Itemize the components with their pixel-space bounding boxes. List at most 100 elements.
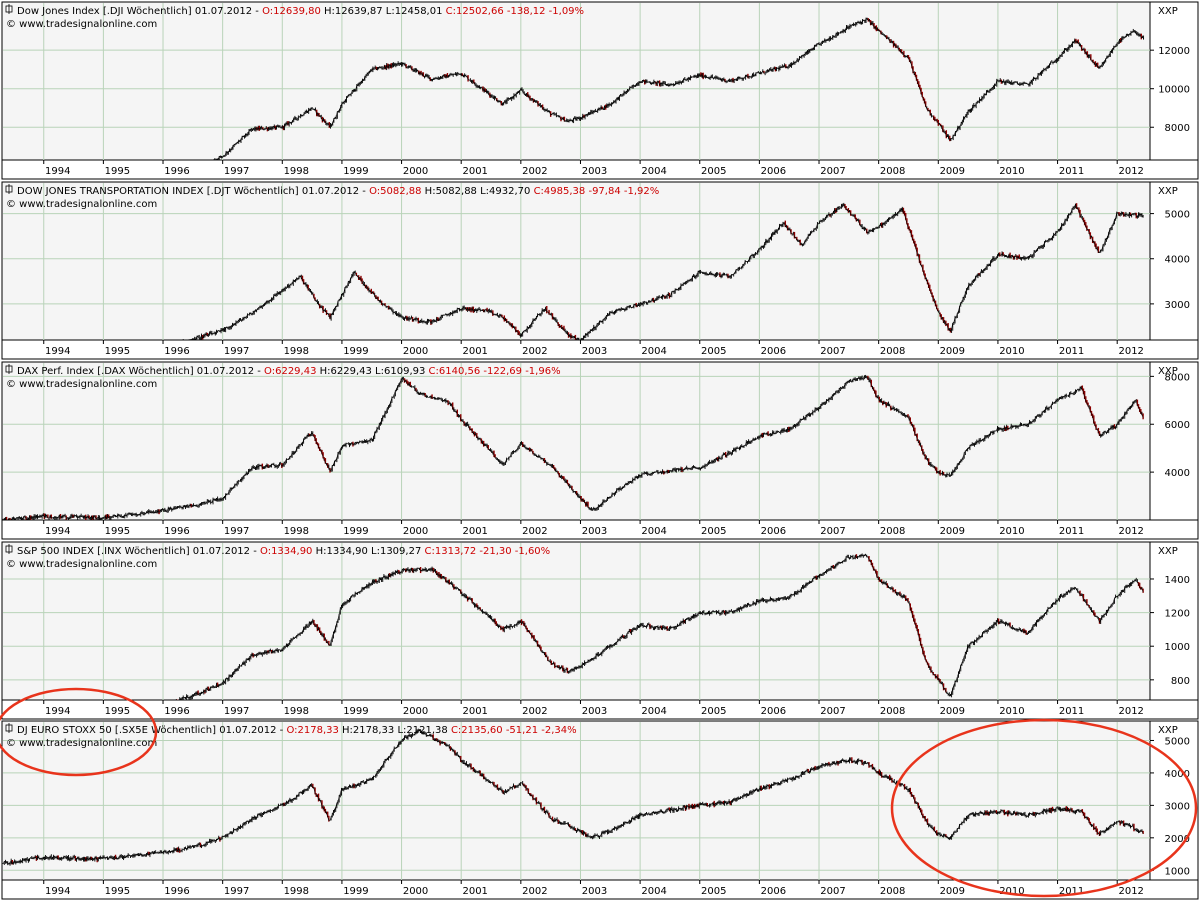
series-name: DAX Perf. Index [.DAX Wöchentlich] 01.07… bbox=[17, 366, 264, 377]
price-series bbox=[175, 553, 1144, 700]
series-name: DJ EURO STOXX 50 [.SX5E Wöchentlich] 01.… bbox=[17, 725, 286, 736]
unit-label: XXP bbox=[1158, 6, 1178, 17]
high-low-values: H:1334,90 L:1309,27 bbox=[312, 546, 424, 557]
series-header: DJ EURO STOXX 50 [.SX5E Wöchentlich] 01.… bbox=[17, 725, 577, 736]
x-tick-label: 1995 bbox=[105, 886, 130, 897]
high-low-values: H:12639,87 L:12458,01 bbox=[321, 6, 446, 17]
x-tick-label: 1997 bbox=[224, 706, 249, 717]
series-name: S&P 500 INDEX [.INX Wöchentlich] 01.07.2… bbox=[17, 546, 260, 557]
x-tick-label: 2000 bbox=[403, 886, 428, 897]
y-tick-label: 8000 bbox=[1165, 123, 1190, 134]
x-tick-label: 2004 bbox=[641, 706, 666, 717]
y-tick-label: 4000 bbox=[1165, 468, 1190, 479]
price-series bbox=[2, 374, 1144, 520]
x-tick-label: 1998 bbox=[284, 346, 309, 357]
y-tick-label: 4000 bbox=[1165, 769, 1190, 780]
x-tick-label: 2003 bbox=[582, 166, 607, 177]
x-tick-label: 2011 bbox=[1059, 706, 1084, 717]
plot-area bbox=[1, 181, 1151, 341]
x-tick-label: 2008 bbox=[880, 886, 905, 897]
x-tick-label: 2001 bbox=[462, 706, 487, 717]
close-change-value: C:6140,56 -122,69 -1,96% bbox=[429, 366, 561, 377]
x-axis-area bbox=[1, 519, 1199, 540]
source-credit: © www.tradesignalonline.com bbox=[6, 559, 157, 570]
annotation-circle-left bbox=[0, 687, 158, 777]
x-tick-label: 2009 bbox=[940, 886, 965, 897]
unit-label: XXP bbox=[1158, 366, 1178, 377]
x-tick-label: 2011 bbox=[1059, 166, 1084, 177]
x-tick-label: 2000 bbox=[403, 166, 428, 177]
plot-area bbox=[1, 1, 1151, 161]
x-tick-label: 2012 bbox=[1118, 886, 1143, 897]
y-tick-label: 4000 bbox=[1165, 255, 1190, 266]
x-tick-label: 1999 bbox=[343, 706, 368, 717]
close-change-value: C:1313,72 -21,30 -1,60% bbox=[425, 546, 551, 557]
x-tick-label: 2009 bbox=[940, 526, 965, 537]
x-tick-label: 2011 bbox=[1059, 346, 1084, 357]
x-tick-label: 2011 bbox=[1059, 886, 1084, 897]
x-tick-label: 1996 bbox=[164, 526, 189, 537]
x-axis-area bbox=[1, 879, 1199, 900]
x-tick-label: 2007 bbox=[820, 166, 845, 177]
y-tick-label: 2000 bbox=[1165, 834, 1190, 845]
y-tick-label: 1400 bbox=[1165, 575, 1190, 586]
x-tick-label: 2010 bbox=[999, 346, 1024, 357]
source-credit: © www.tradesignalonline.com bbox=[6, 199, 157, 210]
series-name: DOW JONES TRANSPORTATION INDEX [.DJT Wöc… bbox=[17, 186, 369, 197]
y-axis-area bbox=[1149, 541, 1199, 701]
x-tick-label: 1998 bbox=[284, 166, 309, 177]
open-value: O:12639,80 bbox=[262, 6, 321, 17]
x-tick-label: 2002 bbox=[522, 346, 547, 357]
x-tick-label: 1996 bbox=[164, 346, 189, 357]
plot-area bbox=[1, 541, 1151, 701]
x-tick-label: 2002 bbox=[522, 886, 547, 897]
x-tick-label: 2006 bbox=[761, 886, 786, 897]
x-tick-label: 1994 bbox=[45, 886, 70, 897]
x-tick-label: 2001 bbox=[462, 526, 487, 537]
panel-3: 1994 1995 1996 1997 1998 1999 2000 2001 2002 2003… bbox=[1, 541, 1199, 720]
x-tick-label: 2000 bbox=[403, 706, 428, 717]
x-tick-label: 2004 bbox=[641, 526, 666, 537]
high-low-values: H:6229,43 L:6109,93 bbox=[316, 366, 428, 377]
x-tick-label: 1999 bbox=[343, 526, 368, 537]
x-tick-label: 2001 bbox=[462, 346, 487, 357]
x-tick-label: 2003 bbox=[582, 886, 607, 897]
x-tick-label: 2005 bbox=[701, 166, 726, 177]
x-tick-label: 2006 bbox=[761, 346, 786, 357]
source-credit: © www.tradesignalonline.com bbox=[6, 19, 157, 30]
x-tick-label: 2006 bbox=[761, 166, 786, 177]
series-header: DAX Perf. Index [.DAX Wöchentlich] 01.07… bbox=[17, 366, 561, 377]
x-tick-label: 2007 bbox=[820, 526, 845, 537]
x-tick-label: 2010 bbox=[999, 526, 1024, 537]
x-tick-label: 2002 bbox=[522, 526, 547, 537]
price-series bbox=[2, 728, 1144, 866]
x-tick-label: 2007 bbox=[820, 706, 845, 717]
x-tick-label: 1994 bbox=[45, 166, 70, 177]
high-low-values: H:2178,33 L:2121,38 bbox=[339, 725, 451, 736]
x-tick-label: 2008 bbox=[880, 166, 905, 177]
x-tick-label: 2001 bbox=[462, 886, 487, 897]
x-tick-label: 2009 bbox=[940, 346, 965, 357]
y-tick-label: 800 bbox=[1171, 676, 1190, 687]
price-series bbox=[210, 17, 1145, 160]
x-tick-label: 2004 bbox=[641, 166, 666, 177]
panel-1: 1994 1995 1996 1997 1998 1999 2000 2001 2002 2003… bbox=[1, 181, 1199, 360]
y-tick-label: 1200 bbox=[1165, 609, 1190, 620]
x-tick-label: 2000 bbox=[403, 346, 428, 357]
y-tick-label: 5000 bbox=[1165, 736, 1190, 747]
x-tick-label: 1996 bbox=[164, 166, 189, 177]
x-tick-label: 2003 bbox=[582, 346, 607, 357]
x-tick-label: 2000 bbox=[403, 526, 428, 537]
close-line bbox=[212, 18, 1144, 160]
x-tick-label: 1994 bbox=[45, 706, 70, 717]
y-tick-label: 3000 bbox=[1165, 801, 1190, 812]
x-tick-label: 1996 bbox=[164, 706, 189, 717]
series-header: DOW JONES TRANSPORTATION INDEX [.DJT Wöc… bbox=[17, 186, 659, 197]
x-axis-area bbox=[1, 159, 1199, 180]
y-tick-label: 6000 bbox=[1165, 420, 1190, 431]
x-tick-label: 2012 bbox=[1118, 706, 1143, 717]
plot-area bbox=[1, 720, 1151, 881]
x-tick-label: 2011 bbox=[1059, 526, 1084, 537]
source-credit: © www.tradesignalonline.com bbox=[6, 738, 157, 749]
high-low-values: H:5082,88 L:4932,70 bbox=[422, 186, 534, 197]
